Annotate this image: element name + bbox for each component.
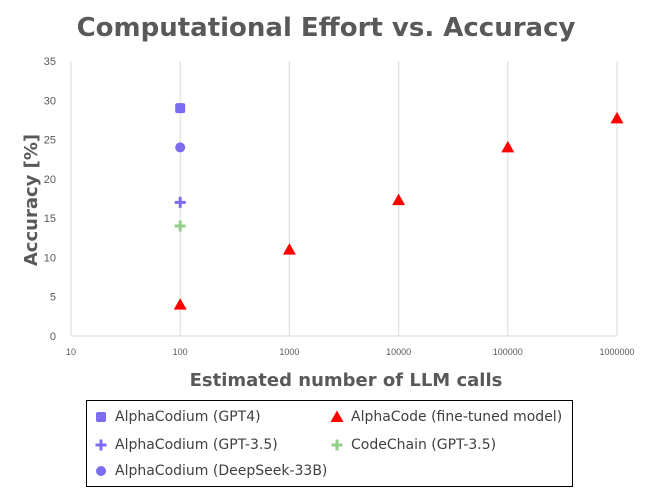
data-point-triangle (610, 111, 624, 124)
legend-marker (95, 439, 107, 451)
legend-marker (330, 410, 344, 422)
legend-label: AlphaCode (fine-tuned model) (351, 409, 563, 425)
legend: AlphaCodium (GPT4) AlphaCode (fine-tuned … (86, 400, 573, 487)
legend-marker (96, 466, 106, 476)
legend-circle-icon (96, 466, 106, 476)
y-tick-label: 25 (44, 135, 56, 147)
x-tick-label: 100000 (493, 347, 523, 357)
y-tick-label: 5 (50, 292, 56, 304)
legend-marker (96, 412, 106, 422)
y-axis-title: Accuracy [%] (21, 134, 42, 266)
legend-item: AlphaCodium (GPT4) (93, 407, 261, 427)
y-tick-labels: 0 5 10 15 20 25 30 35 (44, 56, 56, 343)
x-tick-labels: 10 100 1000 10000 100000 1000000 (66, 347, 635, 357)
y-tick-label: 10 (44, 252, 56, 264)
legend-item: AlphaCodium (DeepSeek-33B) (93, 461, 327, 481)
x-tick-label: 1000 (279, 347, 299, 357)
legend-item: CodeChain (GPT-3.5) (329, 435, 496, 455)
legend-square-icon (96, 412, 106, 422)
data-point-triangle (282, 243, 296, 255)
legend-label: AlphaCodium (GPT-3.5) (115, 437, 278, 453)
data-point-triangle (501, 140, 515, 153)
y-tick-label: 20 (44, 174, 56, 186)
legend-label: AlphaCodium (DeepSeek-33B) (115, 463, 328, 479)
chart-title: Computational Effort vs. Accuracy (77, 13, 576, 43)
legend-item: AlphaCode (fine-tuned model) (329, 407, 562, 427)
data-point-plus (174, 196, 186, 208)
data-point-triangle (173, 298, 187, 310)
legend-item: AlphaCodium (GPT-3.5) (93, 435, 278, 455)
data-points (173, 103, 624, 310)
x-tick-label: 1000000 (599, 347, 634, 357)
grid-lines (70, 61, 618, 337)
legend-triangle-icon (330, 410, 344, 422)
y-tick-label: 15 (44, 213, 56, 225)
x-tick-label: 10 (66, 347, 76, 357)
data-point-square (175, 103, 186, 114)
x-tick-label: 100 (173, 347, 188, 357)
x-tick-label: 10000 (386, 347, 411, 357)
y-tick-label: 0 (50, 331, 56, 343)
data-point-circle (175, 142, 186, 153)
data-point-triangle (392, 193, 406, 206)
data-point-plus (174, 220, 186, 232)
x-axis-title: Estimated number of LLM calls (190, 370, 503, 391)
y-tick-label: 30 (44, 95, 56, 107)
legend-label: AlphaCodium (GPT4) (115, 409, 261, 425)
y-tick-label: 35 (44, 56, 56, 68)
legend-marker (331, 439, 343, 451)
legend-label: CodeChain (GPT-3.5) (351, 437, 497, 453)
legend-plus-icon (331, 439, 343, 451)
legend-plus-icon (95, 439, 107, 451)
